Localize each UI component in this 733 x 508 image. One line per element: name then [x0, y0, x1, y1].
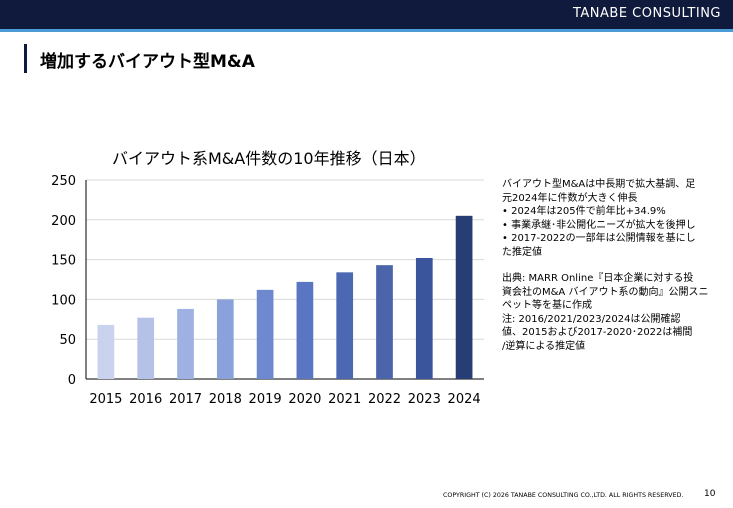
source-line: 出典: MARR Online『日本企業に対する投 [502, 273, 694, 284]
bar-2018 [216, 299, 234, 379]
source-line: ペット等を基に作成 [502, 300, 592, 311]
x-tick-label: 2019 [249, 392, 282, 407]
x-tick-label: 2015 [89, 392, 122, 407]
y-tick-label: 150 [51, 254, 76, 269]
page-title: 増加するバイアウト型M&A [40, 52, 255, 72]
y-tick-label: 200 [51, 214, 76, 229]
bar-chart: 0 50 100 150 200 250 2015 2016 2017 2018 2019 2020 2… [51, 174, 484, 407]
x-tick-label: 2024 [448, 392, 481, 407]
x-tick-label: 2020 [288, 392, 321, 407]
notes-panel: バイアウト型M&Aは中長期で拡大基調、足 元2024年に件数が大きく伸長 • 2… [502, 178, 724, 353]
y-tick-label: 250 [51, 174, 76, 189]
note-bullet: • 2024年は205件で前年比+34.9% [502, 206, 666, 217]
x-tick-label: 2016 [129, 392, 162, 407]
header-accent-line [0, 29, 733, 32]
y-tick-label: 50 [59, 333, 76, 348]
source-line: /逆算による推定値 [502, 340, 586, 352]
note-bullet: • 事業承継･非公開化ニーズが拡大を後押し [502, 219, 696, 231]
title-accent-bar [24, 44, 27, 73]
note-line: バイアウト型M&Aは中長期で拡大基調、足 [502, 179, 696, 190]
source-line: 値、2015および2017-2020･2022は補間 [502, 327, 693, 338]
bar-2015 [97, 324, 115, 379]
y-tick-label: 100 [51, 293, 76, 308]
x-tick-label: 2022 [368, 392, 401, 407]
bar-2020 [296, 281, 314, 379]
x-tick-label: 2018 [209, 392, 242, 407]
x-tick-label: 2017 [169, 392, 202, 407]
x-tick-label: 2023 [408, 392, 441, 407]
y-tick-label: 0 [68, 373, 76, 388]
bar-2017 [177, 308, 194, 379]
header-bar: TANABE CONSULTING [0, 0, 733, 29]
source-line: 資会社のM&A バイアウト系の動向』公開スニ [502, 286, 709, 298]
note-bullet: • 2017-2022の一部年は公開情報を基にし [502, 233, 696, 244]
bar-2016 [137, 317, 155, 379]
bar-2021 [336, 272, 354, 379]
note-line: 元2024年に件数が大きく伸長 [502, 192, 638, 204]
chart-title: バイアウト系M&A件数の10年推移（日本） [112, 149, 426, 168]
copyright-text: COPYRIGHT (C) 2026 TANABE CONSULTING CO.… [443, 492, 684, 499]
note-line: た推定値 [502, 246, 542, 258]
page-number: 10 [704, 489, 716, 499]
bar-2022 [376, 265, 393, 379]
bar-2019 [256, 289, 274, 379]
bar-2024 [455, 215, 473, 379]
x-tick-label: 2021 [328, 392, 361, 407]
bar-2023 [415, 258, 433, 379]
source-line: 注: 2016/2021/2023/2024は公開確認 [502, 313, 681, 325]
brand-logo-text: TANABE CONSULTING [572, 6, 721, 21]
